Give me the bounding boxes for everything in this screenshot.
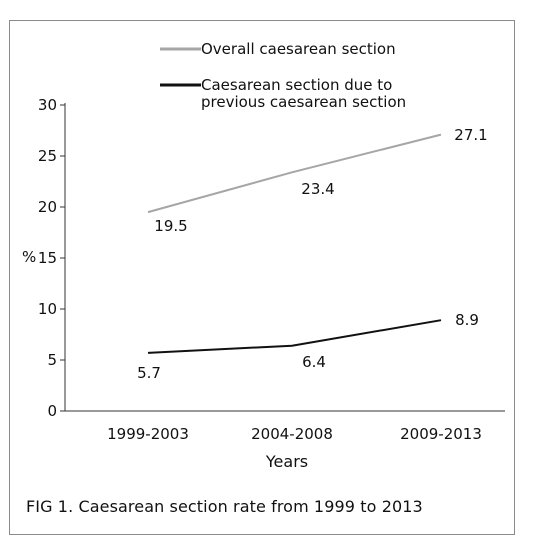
value-labels: 19.5 23.4 27.1 5.7 6.4 8.9: [137, 126, 488, 382]
y-axis-label: %: [22, 248, 36, 266]
data-label: 19.5: [154, 217, 187, 235]
y-tick-label: 10: [38, 300, 57, 318]
x-axis-label: Years: [265, 452, 308, 471]
legend-label: Overall caesarean section: [201, 40, 396, 58]
y-tick-label: 5: [47, 351, 57, 369]
legend-label: previous caesarean section: [201, 93, 406, 111]
y-tick-label: 25: [38, 147, 57, 165]
data-label: 23.4: [301, 180, 334, 198]
x-ticks: 1999-2003 2004-2008 2009-2013: [107, 425, 482, 443]
figure-caption: FIG 1. Caesarean section rate from 1999 …: [26, 497, 423, 516]
y-tick-label: 15: [38, 249, 57, 267]
y-tick-label: 0: [47, 402, 57, 420]
legend: Overall caesarean section Caesarean secti…: [160, 40, 406, 111]
legend-label: Caesarean section due to: [201, 76, 392, 94]
data-label: 6.4: [302, 353, 326, 371]
data-label: 5.7: [137, 364, 161, 382]
figure-frame: [9, 20, 515, 535]
y-tick-label: 30: [38, 96, 57, 114]
x-tick-label: 2004-2008: [251, 425, 333, 443]
x-tick-label: 1999-2003: [107, 425, 189, 443]
y-ticks: 0 5 10 15 20 25 30: [38, 96, 65, 420]
series-lines: [147, 133, 442, 354]
data-label: 27.1: [454, 126, 487, 144]
x-tick-label: 2009-2013: [400, 425, 482, 443]
y-tick-label: 20: [38, 198, 57, 216]
series-line-previous: [147, 319, 442, 354]
data-label: 8.9: [455, 311, 479, 329]
series-line-overall: [147, 133, 442, 214]
